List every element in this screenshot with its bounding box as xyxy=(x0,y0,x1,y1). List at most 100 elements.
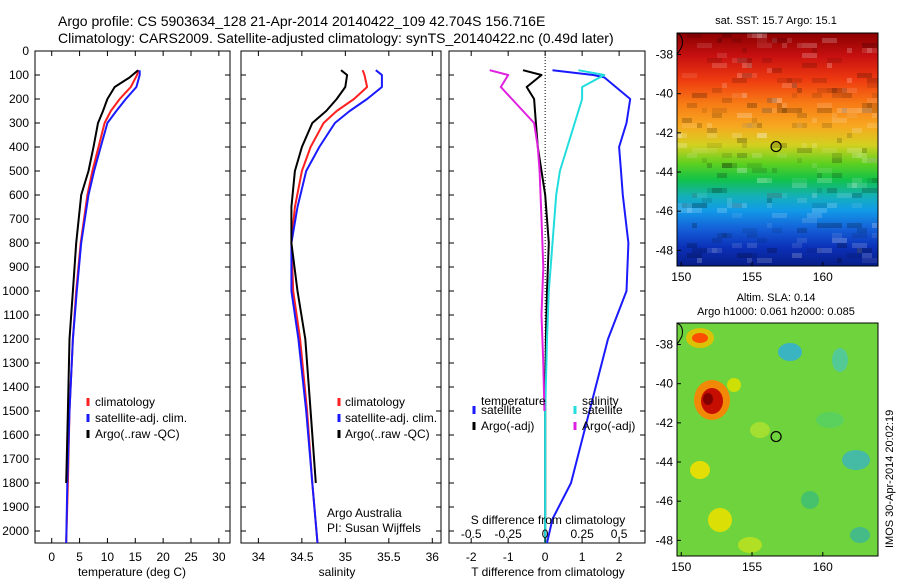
lat-tick-label: -44 xyxy=(656,165,674,179)
sst-pixel xyxy=(687,253,702,258)
sst-pixel xyxy=(872,233,877,238)
sst-pixel xyxy=(732,213,742,218)
sst-pixel xyxy=(852,128,862,133)
sst-pixel xyxy=(867,78,878,83)
sst-pixel xyxy=(797,88,802,93)
legend-climatology: climatology xyxy=(345,395,405,409)
sst-pixel xyxy=(697,123,702,128)
x-tick-label: 15 xyxy=(129,550,143,564)
sst-pixel xyxy=(817,223,832,228)
sst-pixel xyxy=(747,63,752,68)
sst-pixel xyxy=(727,203,742,208)
y-tick-label: 600 xyxy=(9,188,29,202)
sst-pixel xyxy=(742,228,757,233)
sst-pixel xyxy=(802,53,817,58)
sst-pixel xyxy=(827,188,837,193)
sst-pixel xyxy=(782,193,787,198)
sst-pixel xyxy=(777,103,782,108)
sst-pixel xyxy=(737,253,752,258)
sst-pixel xyxy=(767,198,772,203)
sst-pixel xyxy=(802,43,817,48)
series-line-climatology xyxy=(290,69,369,544)
sst-pixel xyxy=(772,98,782,103)
sst-pixel xyxy=(742,123,757,128)
legend-salinity-argo: Argo(-adj) xyxy=(582,419,635,433)
sst-pixel xyxy=(797,148,812,153)
coastline xyxy=(676,322,683,345)
sla-map-subtitle: Argo h1000: 0.061 h2000: 0.085 xyxy=(697,306,855,318)
sst-pixel xyxy=(747,123,752,128)
salinity-axes-frame xyxy=(240,50,442,544)
imos-timestamp: IMOS 30-Apr-2014 20:02:19 xyxy=(884,410,896,548)
sst-pixel xyxy=(867,178,877,183)
sla-map-panel: Altim. SLA: 0.14 Argo h1000: 0.061 h2000… xyxy=(656,292,879,574)
sst-pixel xyxy=(872,108,877,113)
sst-pixel xyxy=(812,193,817,198)
sst-pixel xyxy=(852,233,867,238)
sst-pixel xyxy=(757,43,772,48)
sst-pixel xyxy=(732,58,747,63)
sst-pixel xyxy=(742,93,747,98)
sst-pixel xyxy=(842,108,847,113)
sst-pixel xyxy=(867,158,877,163)
y-tick-label: 1200 xyxy=(2,332,29,346)
sst-pixel xyxy=(737,168,747,173)
sst-pixel xyxy=(742,63,752,68)
sst-pixel xyxy=(722,233,727,238)
sla-anomaly-blob xyxy=(832,348,848,372)
sst-pixel xyxy=(717,38,722,43)
sst-pixel xyxy=(767,248,777,253)
sst-pixel xyxy=(792,243,802,248)
lat-tick-label: -48 xyxy=(656,243,674,257)
y-tick-label: 400 xyxy=(9,140,29,154)
x2-tick-label: -0.5 xyxy=(461,527,482,541)
sst-pixel xyxy=(712,108,727,113)
sst-pixel xyxy=(817,178,832,183)
sst-pixel xyxy=(847,183,862,188)
sst-pixel xyxy=(817,88,827,93)
sst-pixel xyxy=(782,103,787,108)
sst-pixel xyxy=(802,63,817,68)
sst-pixel xyxy=(712,63,727,68)
sst-pixel xyxy=(732,38,742,43)
sst-pixel xyxy=(827,88,837,93)
sla-anomaly-blob xyxy=(842,450,870,470)
series-line-satellite-adj-clim xyxy=(290,69,383,544)
sst-pixel xyxy=(772,213,787,218)
sst-pixel xyxy=(802,218,817,223)
x-tick-label: 10 xyxy=(101,550,115,564)
sst-pixel xyxy=(832,93,842,98)
lat-tick-label: -48 xyxy=(656,533,674,547)
x2-tick-label: 0 xyxy=(542,527,549,541)
sst-pixel xyxy=(717,53,727,58)
sst-pixel xyxy=(692,193,697,198)
series-line-argo-raw-qc xyxy=(65,69,139,484)
legend-temperature-argo: Argo(-adj) xyxy=(481,419,534,433)
legend-salinity-title: salinity xyxy=(582,394,619,408)
sst-pixel xyxy=(837,138,842,143)
sst-pixel xyxy=(832,113,837,118)
sst-pixel xyxy=(737,58,752,63)
lon-tick-label: 150 xyxy=(671,270,691,284)
x-tick-label: -1 xyxy=(503,550,514,564)
sst-pixel xyxy=(822,38,837,43)
sst-pixel xyxy=(737,113,752,118)
sst-pixel xyxy=(817,248,832,253)
sst-pixel xyxy=(742,123,752,128)
sst-pixel xyxy=(772,168,777,173)
sst-pixel xyxy=(862,253,872,258)
sla-anomaly-blob xyxy=(727,378,741,392)
sst-pixel xyxy=(797,123,802,128)
sst-pixel xyxy=(737,153,747,158)
sst-pixel xyxy=(827,203,837,208)
salinity-xlabel: salinity xyxy=(319,565,356,579)
sst-pixel xyxy=(747,103,757,108)
legend-argo: Argo(..raw -QC) xyxy=(95,427,180,441)
sst-pixel xyxy=(782,83,797,88)
legend-argo: Argo(..raw -QC) xyxy=(345,427,430,441)
series-line-satellite-adj-clim xyxy=(65,70,141,544)
sst-pixel xyxy=(722,98,732,103)
sst-pixel xyxy=(702,198,712,203)
sst-pixel xyxy=(682,123,697,128)
series-line-salinity-argo-adj xyxy=(489,69,546,412)
